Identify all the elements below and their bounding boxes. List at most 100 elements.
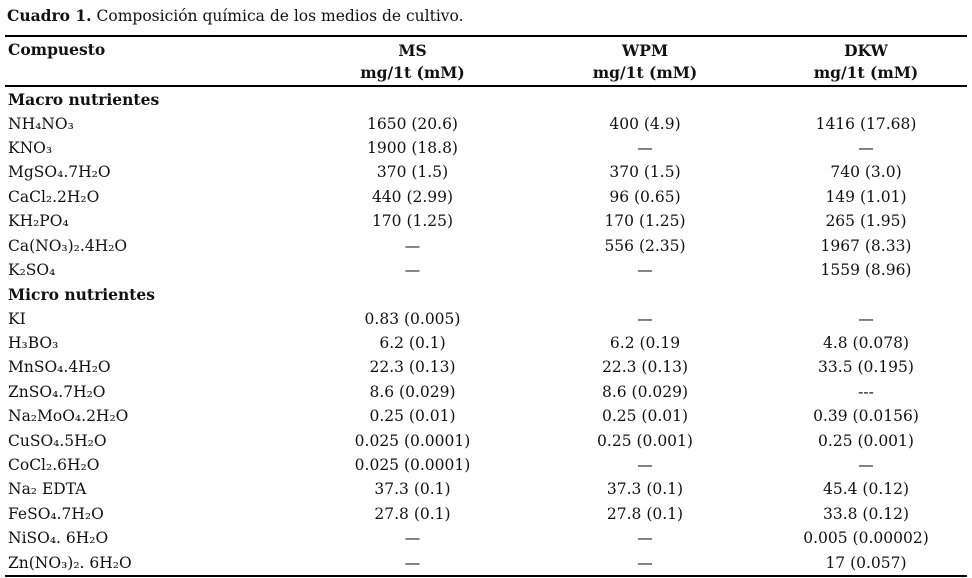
compound-cell: CaCl₂.2H₂O xyxy=(8,187,100,206)
dkw-value-cell: 265 (1.95) xyxy=(825,212,907,231)
dkw-value-cell: 740 (3.0) xyxy=(830,163,902,182)
ms-value-cell: 22.3 (0.13) xyxy=(369,358,456,377)
compound-cell: CuSO₄.5H₂O xyxy=(8,431,107,450)
ms-value-cell: — xyxy=(404,236,421,255)
dkw-value-cell: 45.4 (0.12) xyxy=(822,480,910,499)
compound-cell: Zn(NO₃)₂. 6H₂O xyxy=(8,553,132,572)
table-row: CoCl₂.6H₂O 0.025 (0.0001) — — xyxy=(5,453,967,477)
table-row: Zn(NO₃)₂. 6H₂O — — 17 (0.057) xyxy=(5,550,967,575)
section-header: Micro nutrientes xyxy=(8,284,156,304)
dkw-value-cell: 0.25 (0.001) xyxy=(818,431,914,450)
ms-value-cell: 0.83 (0.005) xyxy=(364,309,461,328)
table-row: Na₂MoO₄.2H₂O 0.25 (0.01) 0.25 (0.01) 0.39 (… xyxy=(5,404,967,428)
wpm-value-cell: — xyxy=(637,456,653,475)
dkw-value-cell: 4.8 (0.078) xyxy=(822,334,910,353)
section-row: Macro nutrientes xyxy=(5,86,967,111)
compound-cell: KNO₃ xyxy=(8,138,53,157)
table-row: ZnSO₄.7H₂O 8.6 (0.029) 8.6 (0.029) --- xyxy=(5,380,967,404)
compound-cell: MgSO₄.7H₂O xyxy=(8,163,111,182)
table-row: NH₄NO₃ 1650 (20.6) 400 (4.9) 1416 (17.68) xyxy=(5,111,967,135)
ms-value-cell: 0.025 (0.0001) xyxy=(354,456,471,475)
wpm-value-cell: 400 (4.9) xyxy=(609,114,681,133)
wpm-value-cell: — xyxy=(637,138,653,157)
wpm-value-cell: — xyxy=(637,260,653,279)
dkw-value-cell: — xyxy=(858,138,874,157)
wpm-value-cell: — xyxy=(637,309,653,328)
wpm-value-cell: — xyxy=(637,529,653,548)
section-row: Micro nutrientes xyxy=(5,282,967,306)
dkw-value-cell: — xyxy=(858,456,874,475)
column-header-compuesto: Compuesto xyxy=(8,40,106,59)
ms-value-cell: 0.025 (0.0001) xyxy=(354,431,471,450)
dkw-value-cell: 1416 (17.68) xyxy=(815,114,917,133)
table-row: KNO₃ 1900 (18.8) — — xyxy=(5,136,967,160)
table-caption-label: Cuadro 1. xyxy=(7,6,92,25)
compound-cell: MnSO₄.4H₂O xyxy=(8,358,111,377)
table-row: CaCl₂.2H₂O 440 (2.99) 96 (0.65) 149 (1.01) xyxy=(5,185,967,209)
table-row: MgSO₄.7H₂O 370 (1.5) 370 (1.5) 740 (3.0) xyxy=(5,160,967,184)
ms-value-cell: 370 (1.5) xyxy=(376,163,449,182)
column-header-dkw-label: DKW xyxy=(844,41,888,60)
compound-cell: KI xyxy=(8,309,26,328)
ms-value-cell: — xyxy=(404,260,421,279)
dkw-value-cell: 33.5 (0.195) xyxy=(818,358,914,377)
table-row: Ca(NO₃)₂.4H₂O — 556 (2.35) 1967 (8.33) xyxy=(5,233,967,257)
compound-cell: Na₂MoO₄.2H₂O xyxy=(8,407,129,426)
section-header: Macro nutrientes xyxy=(8,89,160,109)
column-header-wpm-unit: mg/1t (mM) xyxy=(592,63,698,82)
column-header-ms-unit: mg/1t (mM) xyxy=(360,63,465,82)
compound-cell: FeSO₄.7H₂O xyxy=(8,504,104,523)
wpm-value-cell: 96 (0.65) xyxy=(609,187,681,206)
ms-value-cell: 170 (1.25) xyxy=(371,212,454,231)
dkw-value-cell: 0.005 (0.00002) xyxy=(803,529,929,548)
table-row: H₃BO₃ 6.2 (0.1) 6.2 (0.19 4.8 (0.078) xyxy=(5,331,967,355)
column-header-ms: MS mg/1t (mM) xyxy=(300,36,525,86)
dkw-value-cell: 33.8 (0.12) xyxy=(822,504,910,523)
table-row: CuSO₄.5H₂O 0.025 (0.0001) 0.25 (0.001) 0.25… xyxy=(5,428,967,452)
compound-cell: Na₂ EDTA xyxy=(8,480,87,499)
wpm-value-cell: — xyxy=(637,553,653,572)
compound-cell: H₃BO₃ xyxy=(8,334,59,353)
wpm-value-cell: 22.3 (0.13) xyxy=(601,358,689,377)
composition-table: Compuesto MS mg/1t (mM) WPM mg/1t (mM) D… xyxy=(5,35,967,577)
compound-cell: NiSO₄. 6H₂O xyxy=(8,529,109,548)
column-header-wpm: WPM mg/1t (mM) xyxy=(525,36,765,86)
compound-cell: CoCl₂.6H₂O xyxy=(8,456,100,475)
ms-value-cell: 0.25 (0.01) xyxy=(369,407,456,426)
table-row: Na₂ EDTA 37.3 (0.1) 37.3 (0.1) 45.4 (0.12) xyxy=(5,477,967,501)
table-caption-text: Composición química de los medios de cul… xyxy=(96,7,464,25)
ms-value-cell: 6.2 (0.1) xyxy=(379,334,446,353)
compound-cell: K₂SO₄ xyxy=(8,260,56,279)
ms-value-cell: 8.6 (0.029) xyxy=(369,382,456,401)
ms-value-cell: 440 (2.99) xyxy=(371,187,454,206)
dkw-value-cell: 1967 (8.33) xyxy=(820,236,912,255)
ms-value-cell: 1650 (20.6) xyxy=(367,114,458,133)
dkw-value-cell: 149 (1.01) xyxy=(825,187,907,206)
ms-value-cell: — xyxy=(404,529,421,548)
compound-cell: ZnSO₄.7H₂O xyxy=(8,382,106,401)
dkw-value-cell: — xyxy=(858,309,874,328)
column-header-ms-label: MS xyxy=(398,41,427,60)
table-row: KH₂PO₄ 170 (1.25) 170 (1.25) 265 (1.95) xyxy=(5,209,967,233)
table-header: Compuesto MS mg/1t (mM) WPM mg/1t (mM) D… xyxy=(5,36,967,86)
column-header-dkw-unit: mg/1t (mM) xyxy=(813,63,919,82)
wpm-value-cell: 556 (2.35) xyxy=(604,236,686,255)
wpm-value-cell: 170 (1.25) xyxy=(604,212,686,231)
wpm-value-cell: 6.2 (0.19 xyxy=(609,334,681,353)
wpm-value-cell: 27.8 (0.1) xyxy=(606,504,684,523)
column-header-dkw: DKW mg/1t (mM) xyxy=(765,36,967,86)
ms-value-cell: 27.8 (0.1) xyxy=(374,504,451,523)
wpm-value-cell: 0.25 (0.001) xyxy=(597,431,693,450)
ms-value-cell: 1900 (18.8) xyxy=(367,138,458,157)
column-header-wpm-label: WPM xyxy=(621,41,669,60)
dkw-value-cell: 17 (0.057) xyxy=(825,553,907,572)
wpm-value-cell: 8.6 (0.029) xyxy=(601,382,689,401)
table-row: KI 0.83 (0.005) — — xyxy=(5,307,967,331)
table-caption: Cuadro 1. Composición química de los med… xyxy=(5,4,967,35)
wpm-value-cell: 370 (1.5) xyxy=(609,163,681,182)
compound-cell: NH₄NO₃ xyxy=(8,114,74,133)
ms-value-cell: — xyxy=(404,553,421,572)
table-row: NiSO₄. 6H₂O — — 0.005 (0.00002) xyxy=(5,526,967,550)
table-body: Macro nutrientes NH₄NO₃ 1650 (20.6) 400 (4.… xyxy=(5,86,967,576)
